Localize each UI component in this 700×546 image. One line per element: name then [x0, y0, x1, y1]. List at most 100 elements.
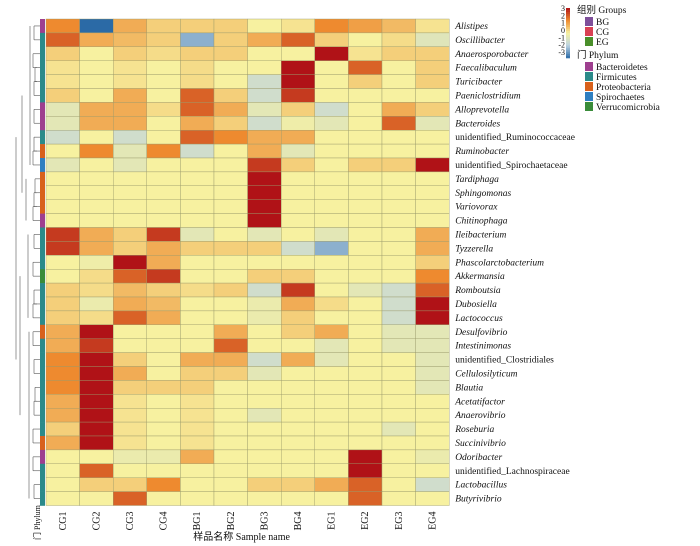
phylum-bar-segment — [40, 491, 45, 506]
heatmap-cell — [247, 435, 282, 451]
heatmap-cell — [146, 32, 181, 48]
heatmap-cell — [79, 88, 114, 103]
heatmap-cell — [180, 491, 215, 506]
heatmap-cell — [247, 491, 282, 506]
heatmap-cell — [247, 88, 282, 103]
heatmap-cell — [281, 449, 316, 464]
row-label: Turicibacter — [455, 78, 502, 88]
heatmap-cell — [247, 255, 282, 270]
heatmap-cell — [45, 185, 80, 200]
heatmap-cell — [79, 227, 114, 242]
phylum-label: Proteobacteria — [596, 83, 652, 93]
heatmap-cell — [281, 227, 316, 242]
row-label: Ruminobacter — [454, 147, 509, 157]
heatmap-cell — [314, 269, 349, 284]
heatmap-cell — [247, 241, 282, 256]
heatmap-cell — [348, 171, 383, 186]
heatmap-cell — [180, 296, 215, 312]
heatmap-cell — [281, 380, 316, 395]
heatmap-cell — [112, 408, 147, 423]
heatmap-cell — [112, 102, 147, 117]
heatmap-cell — [146, 157, 181, 173]
heatmap-cell — [381, 408, 416, 423]
heatmap-cell — [247, 296, 282, 312]
heatmap-cell — [381, 269, 416, 284]
heatmap-cell — [314, 380, 349, 395]
row-label: Tyzzerella — [455, 244, 493, 254]
heatmap-cell — [247, 199, 282, 214]
heatmap-cell — [415, 269, 450, 284]
heatmap-cell — [180, 18, 215, 34]
phylum-annotation-bar — [40, 19, 45, 506]
heatmap-cell — [314, 102, 349, 117]
heatmap-cell — [146, 352, 181, 367]
heatmap-cell — [213, 199, 248, 214]
heatmap-cell — [281, 213, 316, 228]
phylum-bar-segment — [40, 283, 45, 298]
heatmap-cell — [381, 32, 416, 48]
heatmap-cell — [247, 74, 282, 89]
heatmap-cell — [180, 477, 215, 492]
heatmap-cell — [112, 296, 147, 312]
heatmap-cell — [79, 213, 114, 228]
row-label: Roseburia — [454, 425, 494, 435]
row-label: Akkermansia — [454, 272, 505, 282]
heatmap-cell — [314, 227, 349, 242]
heatmap-cell — [180, 129, 215, 145]
heatmap-cell — [79, 394, 114, 409]
phylum-legend: BacteroidetesFirmicutesProteobacteriaSpi… — [585, 62, 661, 113]
heatmap-cell — [213, 88, 248, 103]
heatmap-cell — [348, 269, 383, 284]
phylum-swatch — [585, 62, 593, 71]
color-scale-step — [566, 37, 570, 40]
heatmap-cell — [247, 157, 282, 173]
heatmap-cell — [314, 143, 349, 159]
heatmap-cell — [146, 282, 181, 298]
row-dendrogram — [15, 25, 40, 499]
heatmap-cell — [79, 463, 114, 478]
heatmap-cell — [381, 380, 416, 395]
column-label: BG1 — [192, 512, 203, 531]
heatmap-cell — [146, 116, 181, 131]
heatmap-cell — [281, 491, 316, 506]
row-label: Acetatifactor — [454, 396, 505, 407]
heatmap-cell — [314, 366, 349, 381]
heatmap-cell — [247, 32, 282, 48]
color-scale-step — [566, 55, 570, 59]
phylum-swatch — [585, 102, 593, 111]
heatmap-cell — [45, 199, 80, 214]
heatmap-cell — [180, 74, 215, 89]
heatmap-cell — [415, 116, 450, 131]
phylum-bar-segment — [40, 422, 45, 437]
heatmap-cell — [45, 463, 80, 478]
heatmap-cell — [314, 171, 349, 186]
column-label: EG1 — [327, 512, 338, 530]
heatmap-cell — [348, 199, 383, 214]
heatmap-cell — [45, 491, 80, 506]
heatmap-cell — [79, 157, 114, 173]
heatmap-cell — [112, 18, 147, 34]
heatmap-cell — [180, 352, 215, 367]
heatmap-cell — [348, 394, 383, 409]
heatmap-cell — [381, 185, 416, 200]
phylum-bar-segment — [40, 171, 45, 187]
heatmap-cell — [415, 477, 450, 492]
heatmap-cell — [146, 185, 181, 200]
phylum-bar-segment — [40, 102, 45, 117]
heatmap-cell — [314, 421, 349, 437]
heatmap-cell — [146, 449, 181, 464]
heatmap-cell — [213, 324, 248, 339]
color-scale-step — [566, 39, 570, 42]
heatmap-cell — [281, 310, 316, 325]
heatmap-cell — [247, 185, 282, 200]
heatmap-cell — [348, 227, 383, 242]
heatmap-cell — [381, 421, 416, 437]
heatmap-cell — [381, 74, 416, 89]
heatmap-cell — [348, 463, 383, 478]
heatmap-cell — [247, 380, 282, 395]
heatmap-cell — [415, 102, 450, 117]
color-scale-step — [566, 35, 570, 38]
heatmap-cell — [112, 199, 147, 214]
heatmap-cell — [79, 116, 114, 131]
phylum-bar-segment — [40, 158, 45, 173]
